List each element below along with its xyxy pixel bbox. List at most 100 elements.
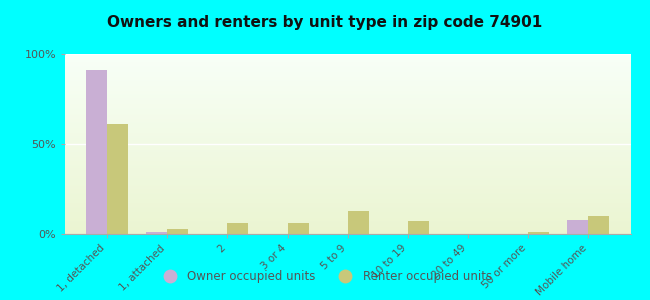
Bar	[348, 211, 369, 234]
Bar	[65, 187, 630, 188]
Bar	[65, 152, 630, 153]
Bar	[65, 176, 630, 177]
Bar	[65, 94, 630, 95]
Bar	[65, 158, 630, 159]
Bar	[65, 69, 630, 70]
Bar	[65, 186, 630, 187]
Bar	[65, 150, 630, 151]
Bar	[65, 227, 630, 228]
Bar	[65, 175, 630, 176]
Bar	[65, 208, 630, 209]
Bar	[65, 189, 630, 190]
Bar	[65, 115, 630, 116]
Bar	[65, 82, 630, 83]
Bar	[65, 159, 630, 160]
Bar	[65, 206, 630, 207]
Bar	[65, 109, 630, 110]
Bar	[65, 74, 630, 75]
Legend: Owner occupied units, Renter occupied units: Owner occupied units, Renter occupied un…	[153, 266, 497, 288]
Bar	[65, 178, 630, 179]
Bar	[65, 147, 630, 148]
Bar	[65, 137, 630, 138]
Bar	[65, 209, 630, 210]
Bar	[65, 164, 630, 165]
Bar	[65, 126, 630, 127]
Bar	[65, 58, 630, 59]
Bar	[65, 65, 630, 66]
Bar	[65, 111, 630, 112]
Bar	[65, 202, 630, 203]
Bar	[65, 107, 630, 108]
Bar	[65, 108, 630, 109]
Bar	[167, 229, 188, 234]
Bar	[65, 87, 630, 88]
Bar	[65, 174, 630, 175]
Bar	[65, 157, 630, 158]
Bar	[65, 202, 630, 203]
Bar	[65, 110, 630, 111]
Bar	[65, 195, 630, 196]
Bar	[65, 199, 630, 200]
Bar	[65, 84, 630, 85]
Bar	[65, 71, 630, 72]
Bar	[65, 180, 630, 181]
Bar	[146, 232, 167, 234]
Bar	[65, 193, 630, 194]
Bar	[65, 73, 630, 74]
Bar	[65, 166, 630, 167]
Bar	[65, 112, 630, 113]
Bar	[65, 54, 630, 55]
Bar	[65, 145, 630, 146]
Bar	[65, 89, 630, 90]
Bar	[65, 163, 630, 164]
Bar	[65, 121, 630, 122]
Bar	[65, 204, 630, 205]
Bar	[408, 221, 429, 234]
Bar	[65, 124, 630, 125]
Bar	[65, 127, 630, 128]
Bar	[65, 153, 630, 154]
Bar	[65, 117, 630, 118]
Bar	[65, 113, 630, 114]
Bar	[65, 188, 630, 189]
Bar	[65, 205, 630, 206]
Bar	[65, 103, 630, 104]
Bar	[65, 228, 630, 229]
Bar	[65, 218, 630, 219]
Bar	[65, 148, 630, 149]
Bar	[65, 96, 630, 97]
Bar	[65, 222, 630, 223]
Bar	[65, 98, 630, 99]
Bar	[65, 155, 630, 156]
Bar	[528, 232, 549, 234]
Bar	[65, 177, 630, 178]
Bar	[65, 123, 630, 124]
Bar	[65, 79, 630, 80]
Text: Owners and renters by unit type in zip code 74901: Owners and renters by unit type in zip c…	[107, 15, 543, 30]
Bar	[65, 226, 630, 227]
Bar	[65, 162, 630, 163]
Bar	[65, 80, 630, 81]
Bar	[65, 201, 630, 202]
Bar	[65, 143, 630, 144]
Bar	[65, 86, 630, 87]
Bar	[65, 161, 630, 162]
Bar	[65, 120, 630, 121]
Bar	[65, 217, 630, 218]
Bar	[65, 219, 630, 220]
Bar	[65, 106, 630, 107]
Bar	[107, 124, 128, 234]
Bar	[65, 78, 630, 79]
Bar	[65, 66, 630, 67]
Bar	[588, 216, 610, 234]
Bar	[65, 102, 630, 103]
Bar	[65, 128, 630, 129]
Bar	[65, 141, 630, 142]
Bar	[65, 160, 630, 161]
Bar	[65, 154, 630, 155]
Bar	[65, 68, 630, 69]
Bar	[65, 156, 630, 157]
Bar	[65, 130, 630, 131]
Bar	[65, 170, 630, 171]
Bar	[65, 225, 630, 226]
